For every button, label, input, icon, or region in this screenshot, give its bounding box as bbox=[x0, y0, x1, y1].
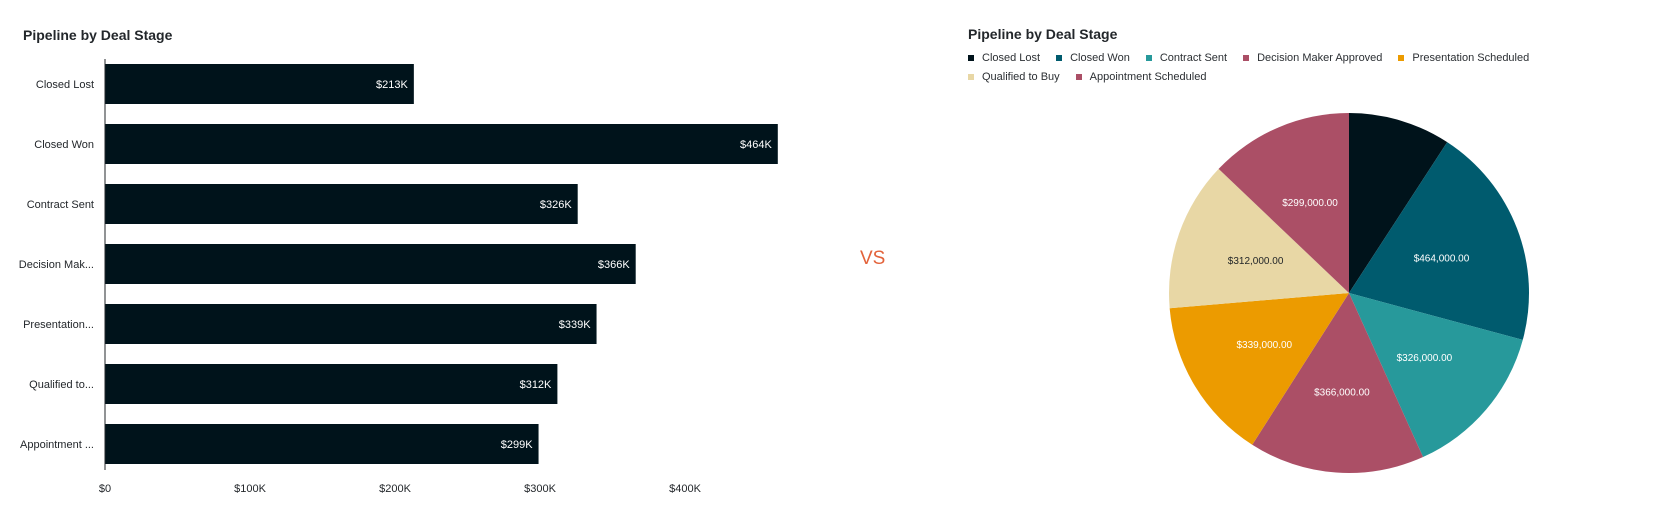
legend-swatch bbox=[1145, 54, 1152, 61]
bar bbox=[105, 184, 578, 224]
bar-data-label: $339K bbox=[559, 319, 591, 331]
legend-item[interactable]: Closed Lost bbox=[968, 51, 1040, 64]
legend-label: Contract Sent bbox=[1159, 51, 1228, 64]
bar bbox=[105, 424, 539, 464]
legend-item[interactable]: Decision Maker Approved bbox=[1243, 51, 1382, 64]
comparison-label: VS bbox=[860, 248, 886, 269]
bar-data-label: $299K bbox=[501, 439, 533, 451]
pie-slice bbox=[1349, 113, 1448, 293]
category-label: Qualified to... bbox=[29, 379, 94, 391]
x-tick-label: $100K bbox=[234, 483, 266, 495]
legend-label: Closed Lost bbox=[982, 51, 1041, 64]
pie-slice bbox=[1168, 168, 1349, 309]
legend-item[interactable]: Presentation Scheduled bbox=[1398, 51, 1529, 64]
bar bbox=[105, 364, 558, 404]
bar bbox=[105, 64, 414, 104]
legend-label: Closed Won bbox=[1070, 51, 1130, 64]
pie-chart-title: Pipeline by Deal Stage bbox=[968, 26, 1118, 42]
slice-data-label: $326,000.00 bbox=[1397, 353, 1453, 364]
slice-data-label: $312,000.00 bbox=[1228, 256, 1284, 267]
legend-swatch bbox=[1056, 54, 1063, 61]
category-label: Appointment ... bbox=[20, 439, 94, 451]
legend-item[interactable]: Appointment Scheduled bbox=[1075, 70, 1207, 83]
category-label: Presentation... bbox=[23, 319, 94, 331]
category-label: Contract Sent bbox=[27, 199, 94, 211]
bar bbox=[105, 124, 778, 164]
legend-swatch bbox=[1075, 73, 1082, 80]
bar-data-label: $312K bbox=[520, 379, 552, 391]
pie-slice bbox=[1169, 293, 1349, 445]
x-tick-label: $0 bbox=[99, 483, 111, 495]
legend-label: Qualified to Buy bbox=[982, 70, 1060, 83]
bar-chart-title: Pipeline by Deal Stage bbox=[23, 27, 173, 43]
slice-data-label: $339,000.00 bbox=[1236, 340, 1292, 351]
bar-chart: Closed Lost $213K Closed Won $464K Contract … bbox=[19, 59, 778, 495]
pie-legend: Closed Lost Closed Won Contract Sent Decisi… bbox=[968, 51, 1648, 83]
legend-item[interactable]: Closed Won bbox=[1056, 51, 1130, 64]
legend-item[interactable]: Qualified to Buy bbox=[968, 70, 1060, 83]
legend-label: Decision Maker Approved bbox=[1257, 51, 1383, 64]
legend-label: Appointment Scheduled bbox=[1089, 70, 1207, 83]
category-label: Closed Won bbox=[34, 139, 94, 151]
legend-swatch bbox=[1243, 54, 1250, 61]
x-tick-label: $200K bbox=[379, 483, 411, 495]
bar bbox=[105, 244, 636, 284]
bar bbox=[105, 304, 597, 344]
slice-data-label: $366,000.00 bbox=[1314, 388, 1370, 399]
x-tick-label: $300K bbox=[524, 483, 556, 495]
legend-label: Presentation Scheduled bbox=[1412, 51, 1530, 64]
slice-data-label: $464,000.00 bbox=[1414, 254, 1470, 265]
legend-swatch bbox=[968, 73, 974, 80]
bar-data-label: $464K bbox=[740, 139, 772, 151]
category-label: Decision Mak... bbox=[19, 259, 94, 271]
pie-slice bbox=[1349, 142, 1530, 340]
x-tick-label: $400K bbox=[669, 483, 701, 495]
legend-item[interactable]: Contract Sent bbox=[1145, 51, 1228, 64]
bar-data-label: $326K bbox=[540, 199, 572, 211]
category-label: Closed Lost bbox=[36, 79, 94, 91]
pie-slice bbox=[1252, 293, 1424, 473]
legend-swatch bbox=[1398, 54, 1405, 61]
pie-slice bbox=[1349, 293, 1523, 458]
bar-data-label: $213K bbox=[376, 79, 408, 91]
slice-data-label: $299,000.00 bbox=[1282, 198, 1338, 209]
pie-slice bbox=[1218, 113, 1349, 293]
legend-swatch bbox=[968, 54, 974, 61]
bar-data-label: $366K bbox=[598, 259, 630, 271]
